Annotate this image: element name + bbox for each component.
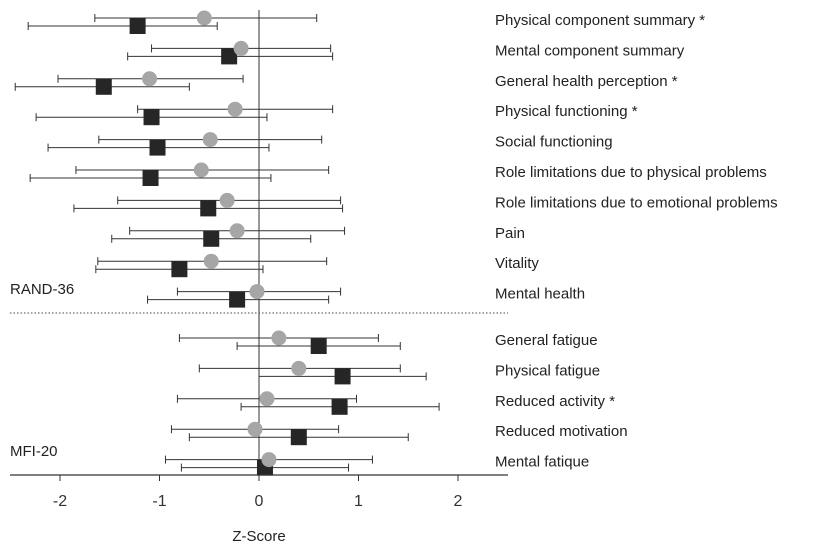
square-ci — [27, 22, 218, 30]
circle-point — [271, 330, 287, 346]
circle-point — [259, 391, 275, 407]
row-label: Reduced motivation — [495, 423, 628, 440]
forest-row — [47, 132, 323, 156]
square-point — [95, 78, 112, 95]
row-label: General fatigue — [495, 332, 598, 349]
x-axis-title: Z-Score — [232, 528, 285, 544]
forest-row — [14, 71, 244, 95]
row-label: Role limitations due to emotional proble… — [495, 194, 778, 211]
row-label: Mental fatique — [495, 454, 589, 471]
forest-row — [29, 162, 330, 186]
row-label: Social functioning — [495, 134, 613, 151]
x-axis-ticks: -2 -1 0 1 2 — [53, 475, 463, 510]
row-label: Mental health — [495, 286, 585, 303]
circle-point — [247, 421, 263, 437]
x-tick-label: 2 — [454, 493, 463, 510]
group-label: RAND-36 — [10, 281, 74, 298]
square-point — [310, 338, 327, 354]
circle-point — [196, 10, 212, 26]
forest-row — [73, 192, 344, 217]
group-label: MFI-20 — [10, 443, 58, 460]
square-point — [149, 139, 166, 156]
circle-point — [261, 452, 277, 468]
circle-point — [233, 40, 249, 56]
forest-row — [111, 223, 346, 247]
row-label: Role limitations due to physical problem… — [495, 164, 767, 181]
square-point — [200, 200, 217, 217]
row-label: Reduced activity * — [495, 393, 615, 410]
row-label: Vitality — [495, 255, 539, 272]
circle-point — [291, 360, 307, 376]
forest-row — [35, 101, 334, 126]
square-point — [203, 230, 220, 247]
square-point — [171, 261, 188, 278]
x-tick-label: -1 — [152, 493, 166, 510]
row-label: Pain — [495, 225, 525, 242]
forest-row — [95, 253, 328, 278]
square-point — [290, 429, 307, 446]
circle-point — [229, 223, 245, 239]
forest-row — [176, 391, 440, 415]
row-label: General health perception * — [495, 73, 678, 90]
row-label: Physical functioning * — [495, 103, 638, 120]
square-point — [334, 368, 351, 385]
forest-row — [147, 284, 342, 308]
square-point — [142, 170, 159, 186]
forest-row — [127, 40, 334, 65]
circle-point — [193, 162, 209, 178]
circle-point — [219, 192, 235, 208]
row-label: Physical fatigue — [495, 362, 600, 379]
group-labels: RAND-36 MFI-20 — [10, 281, 74, 460]
circle-point — [202, 132, 218, 148]
forest-row — [27, 10, 318, 34]
x-tick-label: 1 — [354, 493, 363, 510]
circle-point — [203, 253, 219, 269]
square-point — [221, 48, 238, 65]
forest-row — [164, 452, 373, 476]
row-labels: Physical component summary * Mental compo… — [495, 12, 778, 471]
forest-row — [198, 360, 427, 385]
row-label: Physical component summary * — [495, 12, 705, 29]
rows-layer — [14, 10, 440, 476]
forest-row — [178, 330, 401, 354]
row-label: Mental component summary — [495, 42, 685, 59]
forest-row — [170, 421, 409, 446]
x-tick-label: 0 — [255, 493, 264, 510]
square-point — [331, 398, 348, 415]
square-point — [229, 291, 246, 308]
circle-point — [227, 101, 243, 117]
square-point — [129, 18, 146, 34]
circle-point — [142, 71, 158, 87]
square-point — [143, 109, 160, 126]
x-tick-label: -2 — [53, 493, 67, 510]
circle-point — [249, 284, 265, 300]
